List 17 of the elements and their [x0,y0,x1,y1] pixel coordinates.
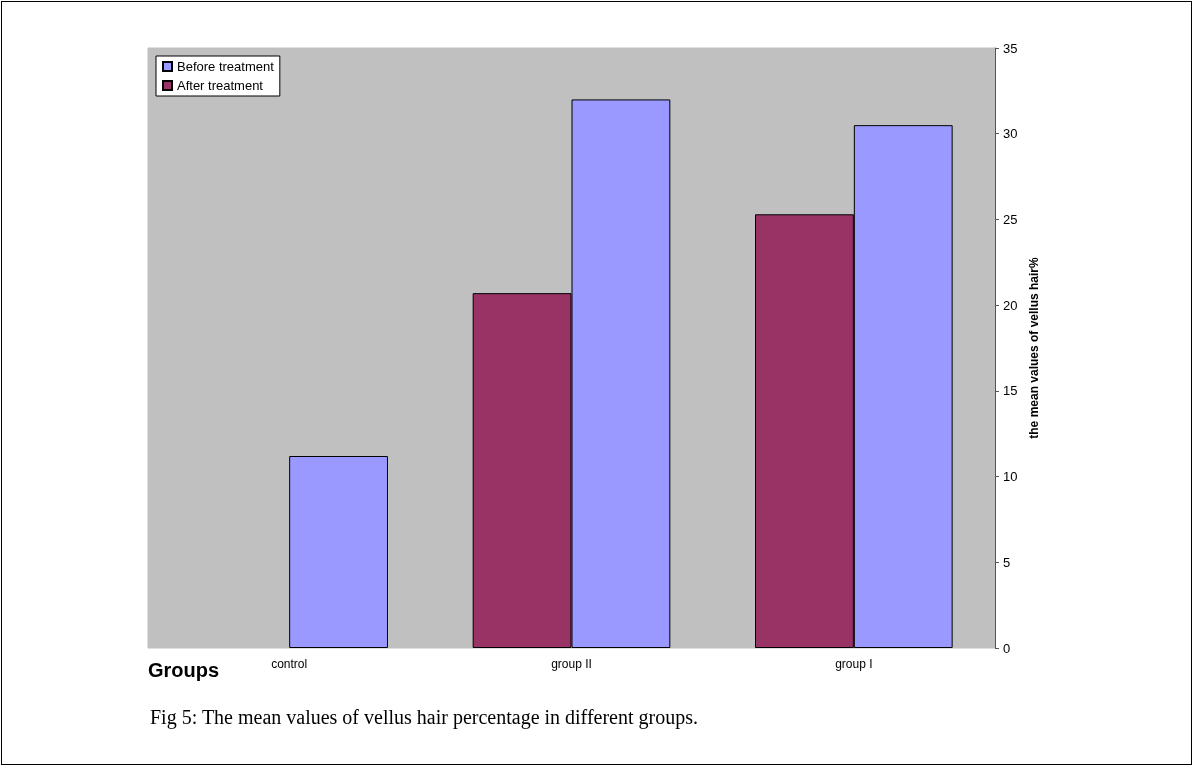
y-tick-label: 15 [1003,383,1018,399]
y-tick-label: 10 [1003,469,1018,485]
bar [289,456,388,648]
x-tick-label: group I [835,657,873,671]
y-tick-label: 0 [1003,640,1011,656]
y-tick-label: 5 [1003,554,1011,570]
x-axis-title: Groups [148,659,220,681]
y-axis-title: the mean values of vellus hair% [1027,256,1042,439]
y-tick-label: 20 [1003,297,1018,313]
y-tick-label: 25 [1003,211,1018,227]
caption: Fig 5: The mean values of vellus hair percentage in different groups. [150,706,698,729]
x-tick-label: group II [551,657,592,671]
y-tick-label: 35 [1003,40,1018,56]
legend-label: Before treatment [177,59,275,74]
y-tick-label: 30 [1003,126,1018,142]
legend-label: After treatment [177,78,264,93]
x-tick-label: control [271,657,308,671]
